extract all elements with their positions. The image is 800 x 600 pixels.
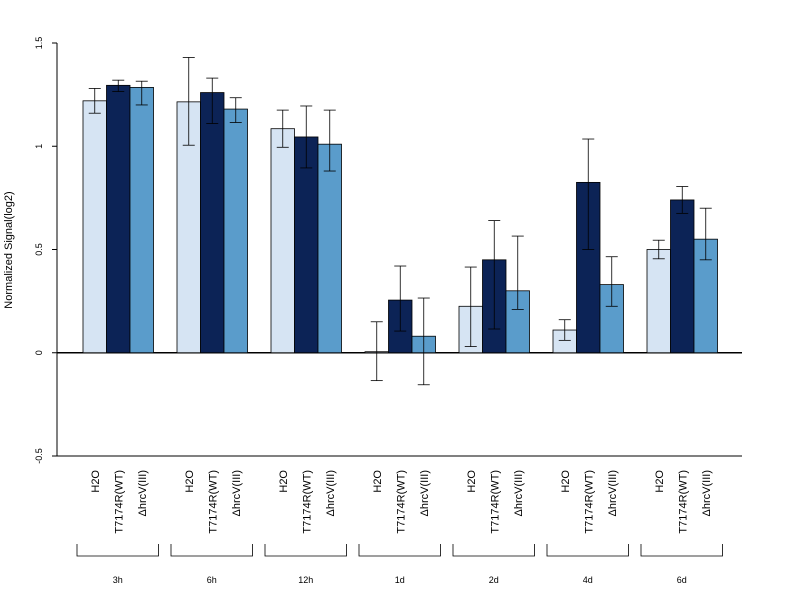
x-category-label: T7174R(WT) xyxy=(207,470,219,534)
bar xyxy=(223,108,248,354)
bar xyxy=(646,249,671,354)
bar xyxy=(82,100,107,354)
y-tick-label: 0 xyxy=(34,350,44,355)
x-category-label: T7174R(WT) xyxy=(395,470,407,534)
group-bracket xyxy=(452,544,535,557)
x-category-label: T7174R(WT) xyxy=(489,470,501,534)
group-bracket xyxy=(640,544,723,557)
group-bracket xyxy=(170,544,253,557)
bar xyxy=(106,84,131,354)
y-axis-title: Normalized Signal(log2) xyxy=(3,191,15,308)
x-category-label: H2O xyxy=(90,470,102,493)
x-category-label: H2O xyxy=(560,470,572,493)
y-tick-label: 1.5 xyxy=(34,37,44,50)
x-category-label: T7174R(WT) xyxy=(113,470,125,534)
x-category-label: ΔhrcV(III) xyxy=(231,470,243,516)
y-tick-label: -0.5 xyxy=(34,448,44,464)
x-category-label: ΔhrcV(III) xyxy=(607,470,619,516)
group-bracket xyxy=(76,544,159,557)
x-category-label: T7174R(WT) xyxy=(677,470,689,534)
bar xyxy=(129,86,154,354)
group-bracket xyxy=(358,544,441,557)
group-bracket xyxy=(264,544,347,557)
group-label: 6d xyxy=(677,575,687,585)
bars-layer xyxy=(82,84,718,354)
x-category-label: ΔhrcV(III) xyxy=(137,470,149,516)
bar xyxy=(317,143,342,354)
bar xyxy=(670,199,695,354)
group-label: 4d xyxy=(583,575,593,585)
bar xyxy=(294,136,319,354)
x-category-label: H2O xyxy=(466,470,478,493)
x-category-label: ΔhrcV(III) xyxy=(701,470,713,516)
x-category-labels: H2O T7174R(WT) ΔhrcV(III) H2O T7174R(WT) Δhrc… xyxy=(90,470,713,534)
x-category-label: H2O xyxy=(654,470,666,493)
group-label: 2d xyxy=(489,575,499,585)
x-category-label: ΔhrcV(III) xyxy=(325,470,337,516)
group-brackets: 3h 6h 12h 1d 2d 4d 6d xyxy=(76,544,723,585)
x-category-label: ΔhrcV(III) xyxy=(513,470,525,516)
group-label: 12h xyxy=(298,575,313,585)
group-bracket xyxy=(546,544,629,557)
group-label: 3h xyxy=(113,575,123,585)
x-category-label: T7174R(WT) xyxy=(583,470,595,534)
x-category-label: H2O xyxy=(278,470,290,493)
x-category-label: H2O xyxy=(372,470,384,493)
y-tick-label: 0.5 xyxy=(34,243,44,256)
group-label: 6h xyxy=(207,575,217,585)
x-category-label: H2O xyxy=(184,470,196,493)
x-category-label: ΔhrcV(III) xyxy=(419,470,431,516)
x-category-label: T7174R(WT) xyxy=(301,470,313,534)
error-bars-layer xyxy=(88,57,712,386)
bar xyxy=(200,92,225,354)
bar xyxy=(270,128,295,354)
y-tick-label: 1 xyxy=(34,144,44,149)
group-label: 1d xyxy=(395,575,405,585)
